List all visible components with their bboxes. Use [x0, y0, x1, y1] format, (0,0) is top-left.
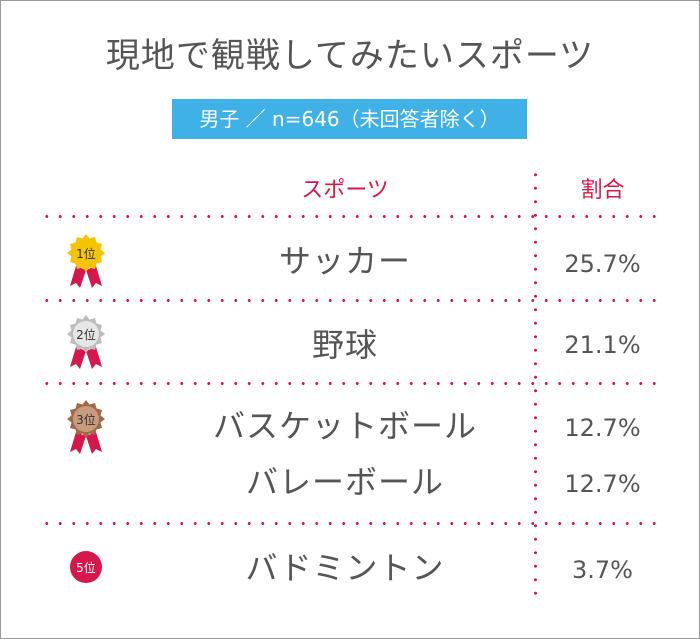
- sport-name: バドミントン: [245, 549, 445, 587]
- rank-label: 1位: [76, 246, 96, 261]
- row-divider: [40, 522, 660, 525]
- rank-label: 2位: [76, 327, 96, 342]
- sport-name: バレーボール: [245, 463, 444, 501]
- share-value: 25.7%: [564, 250, 641, 278]
- share-value: 12.7%: [564, 414, 641, 442]
- sport-name: サッカー: [278, 242, 411, 280]
- column-header-share: 割合: [580, 178, 625, 203]
- sport-name: バスケットボール: [212, 407, 477, 445]
- sample-banner: 男子 ／ n=646（未回答者除く）: [172, 99, 527, 139]
- sport-name: 野球: [311, 326, 378, 364]
- share-value: 3.7%: [572, 556, 633, 584]
- row-divider: [40, 299, 660, 302]
- rank-label: 5位: [76, 560, 96, 575]
- row-divider: [40, 215, 660, 218]
- row-divider: [40, 382, 660, 385]
- silver-medal-icon: 2位: [62, 313, 110, 373]
- bronze-medal-icon: 3位: [62, 398, 110, 458]
- share-value: 12.7%: [564, 470, 641, 498]
- share-value: 21.1%: [564, 331, 641, 359]
- page-title: 現地で観戦してみたいスポーツ: [105, 36, 595, 76]
- rank-label: 3位: [76, 412, 96, 427]
- gold-medal-icon: 1位: [62, 232, 110, 292]
- column-header-sport: スポーツ: [301, 178, 389, 203]
- red-circle-badge-icon: 5位: [62, 550, 110, 610]
